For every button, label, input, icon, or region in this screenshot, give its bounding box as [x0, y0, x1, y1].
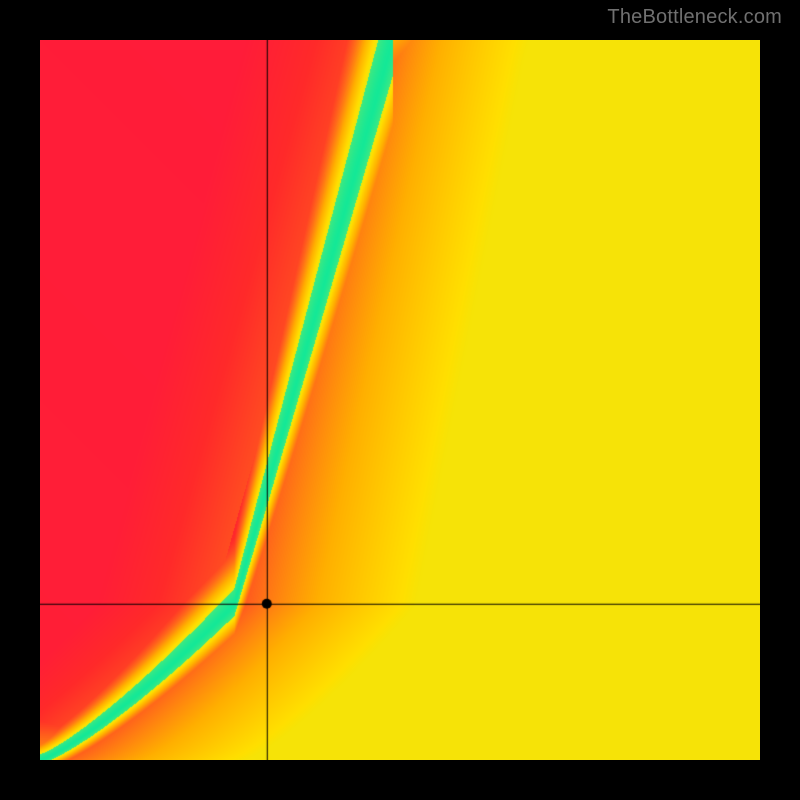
plot-area — [40, 40, 760, 760]
watermark-text: TheBottleneck.com — [607, 6, 782, 29]
heatmap-canvas — [40, 40, 760, 760]
